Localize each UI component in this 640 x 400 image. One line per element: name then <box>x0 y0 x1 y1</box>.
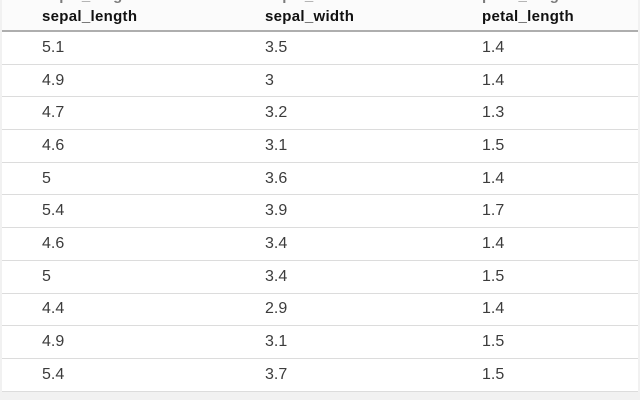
table-cell: 4.9 <box>2 325 225 359</box>
column-header-petal_length: petal_length <box>442 3 638 32</box>
table-cell: 5 <box>2 162 225 196</box>
cropped-header-text: petal_length <box>482 0 574 3</box>
cropped-header-remnant: sepal_length sepal_width petal_length <box>2 0 638 3</box>
column-header-sepal_width: sepal_width <box>225 3 442 32</box>
table-cell: 1.4 <box>442 31 638 65</box>
table-cell: 4.4 <box>2 293 225 327</box>
table-cell: 3.5 <box>225 31 442 65</box>
table-cell: 3.1 <box>225 129 442 163</box>
table-cell: 2.9 <box>225 293 442 327</box>
table-cell: 1.5 <box>442 260 638 294</box>
table-cell: 3.6 <box>225 162 442 196</box>
cropped-header-text: sepal_length <box>42 0 137 3</box>
table-row: 5 3.4 1.5 <box>2 260 638 294</box>
table-cell: 1.3 <box>442 96 638 131</box>
table-row: 5 3.6 1.4 <box>2 162 638 196</box>
table-row: 5.4 3.7 1.5 <box>2 358 638 392</box>
table-row: 4.9 3.1 1.5 <box>2 325 638 359</box>
table-cell: 1.4 <box>442 162 638 196</box>
table-row: 4.6 3.4 1.4 <box>2 227 638 261</box>
table-cell: 3.9 <box>225 194 442 229</box>
table-cell: 3.2 <box>225 96 442 131</box>
table-cell: 4.9 <box>2 64 225 98</box>
table-row: 4.4 2.9 1.4 <box>2 293 638 327</box>
table-cell: 1.5 <box>442 325 638 359</box>
table-body: 5.1 3.5 1.4 4.9 3 1.4 4.7 3.2 1.3 4.6 3.1 1.5 5 3.6 1.… <box>2 31 638 392</box>
table-cell: 5.4 <box>2 358 225 392</box>
data-table: sepal_length sepal_width petal_length 5.1 3… <box>2 3 638 392</box>
table-row: 4.9 3 1.4 <box>2 64 638 98</box>
table-cell: 3.4 <box>225 260 442 294</box>
table-cell: 5 <box>2 260 225 294</box>
table-row: 4.6 3.1 1.5 <box>2 129 638 163</box>
table-header-row: sepal_length sepal_width petal_length <box>2 3 638 32</box>
table-cell: 1.4 <box>442 293 638 327</box>
table-cell: 3.4 <box>225 227 442 261</box>
table-cell: 1.4 <box>442 227 638 261</box>
table-row: 5.4 3.9 1.7 <box>2 194 638 229</box>
table-cell: 4.6 <box>2 129 225 163</box>
table-cell: 4.7 <box>2 96 225 131</box>
table-cell: 1.7 <box>442 194 638 229</box>
table-cell: 5.4 <box>2 194 225 229</box>
table-cell: 5.1 <box>2 31 225 65</box>
table-header: sepal_length sepal_width petal_length <box>2 3 638 32</box>
table-cell: 1.5 <box>442 129 638 163</box>
table-cell: 1.4 <box>442 64 638 98</box>
table-cell: 3.1 <box>225 325 442 359</box>
cropped-header-text: sepal_width <box>265 0 354 3</box>
table-cell: 1.5 <box>442 358 638 392</box>
table-row: 5.1 3.5 1.4 <box>2 31 638 65</box>
table-cell: 4.6 <box>2 227 225 261</box>
table-cell: 3 <box>225 64 442 98</box>
table-row: 4.7 3.2 1.3 <box>2 96 638 131</box>
column-header-sepal_length: sepal_length <box>2 3 225 32</box>
table-cell: 3.7 <box>225 358 442 392</box>
